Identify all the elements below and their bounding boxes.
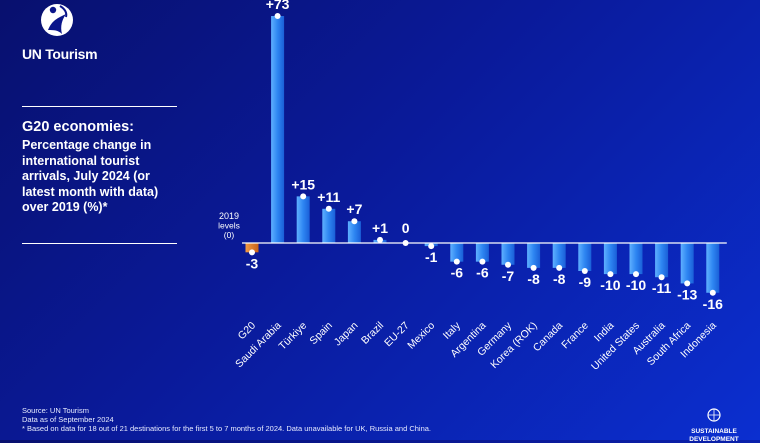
marker-brazil <box>377 236 383 243</box>
value-label-saudi-arabia: +73 <box>266 0 290 12</box>
value-label-italy: -6 <box>451 265 464 281</box>
svg-text:levels: levels <box>218 221 240 231</box>
marker-united-states <box>633 271 639 278</box>
marker-australia <box>658 274 665 281</box>
marker-indonesia <box>709 289 716 296</box>
un-emblem-icon <box>707 408 721 422</box>
bar-t-rkiye <box>296 196 310 243</box>
category-label-japan: Japan <box>332 320 361 349</box>
value-label-eu-27: 0 <box>402 220 410 236</box>
bar-japan <box>347 221 361 243</box>
divider-bottom <box>22 243 177 244</box>
category-label-brazil: Brazil <box>359 320 386 347</box>
marker-india <box>607 271 614 278</box>
footer-source: Source: UN Tourism <box>22 406 89 415</box>
footer-note: * Based on data for 18 out of 21 destina… <box>22 424 431 433</box>
marker-france <box>581 267 588 274</box>
marker-mexico <box>428 243 435 250</box>
value-label-australia: -11 <box>652 280 672 296</box>
bar-india <box>603 243 617 275</box>
value-label-mexico: -1 <box>425 249 438 265</box>
bar-korea-rok <box>527 243 541 268</box>
globe-figure-icon <box>41 4 73 36</box>
value-label-india: -10 <box>600 277 620 293</box>
divider-top <box>22 106 177 107</box>
value-label-brazil: +1 <box>372 220 388 236</box>
marker-korea-rok <box>530 264 537 271</box>
value-label-argentina: -6 <box>476 265 489 281</box>
value-label-canada: -8 <box>553 271 566 287</box>
value-label-japan: +7 <box>346 201 362 217</box>
marker-t-rkiye <box>300 193 307 200</box>
un-tourism-logo <box>40 0 74 40</box>
category-label-spain: Spain <box>307 320 335 348</box>
value-label-g20: -3 <box>246 255 259 271</box>
bar-united-states <box>629 243 643 275</box>
marker-japan <box>351 218 358 225</box>
bar-australia <box>655 243 669 278</box>
bar-argentina <box>475 243 489 262</box>
value-label-korea-rok: -8 <box>527 271 540 287</box>
value-label-france: -9 <box>579 274 592 290</box>
marker-saudi-arabia <box>274 13 281 19</box>
footer-data-date: Data as of September 2024 <box>22 415 114 424</box>
chart-title: G20 economies: <box>22 119 135 135</box>
value-label-indonesia: -16 <box>703 296 723 312</box>
marker-g20 <box>249 249 255 256</box>
marker-spain <box>325 205 332 212</box>
value-label-south-africa: -13 <box>677 286 697 302</box>
value-label-germany: -7 <box>502 268 515 284</box>
value-label-united-states: -10 <box>626 277 646 293</box>
bar-indonesia <box>706 243 720 293</box>
marker-canada <box>556 264 563 271</box>
bar-italy <box>450 243 464 262</box>
svg-text:2019: 2019 <box>219 211 239 221</box>
sdg-line1: SUSTAINABLE <box>691 428 737 435</box>
marker-germany <box>505 261 511 268</box>
marker-italy <box>453 258 460 265</box>
bar-spain <box>322 208 336 243</box>
svg-text:(0): (0) <box>224 230 235 240</box>
value-label-spain: +11 <box>317 189 340 205</box>
bar-france <box>578 243 592 271</box>
marker-argentina <box>479 258 486 265</box>
category-label-mexico: Mexico <box>405 320 437 352</box>
bar-south-africa <box>680 243 694 284</box>
marker-south-africa <box>684 280 691 287</box>
bar-canada <box>552 243 566 268</box>
brand-name: UN Tourism <box>22 46 98 62</box>
category-label-france: France <box>559 320 591 352</box>
value-label-t-rkiye: +15 <box>291 176 315 192</box>
bar-germany <box>501 243 515 265</box>
bar-saudi-arabia <box>271 16 285 243</box>
chart-subtitle: Percentage change in international touri… <box>22 138 159 214</box>
sdg-logo: SUSTAINABLE DEVELOPMENT <box>684 408 744 443</box>
bar-g20 <box>245 243 259 253</box>
category-label-t-rkiye: Türkiye <box>276 320 309 353</box>
